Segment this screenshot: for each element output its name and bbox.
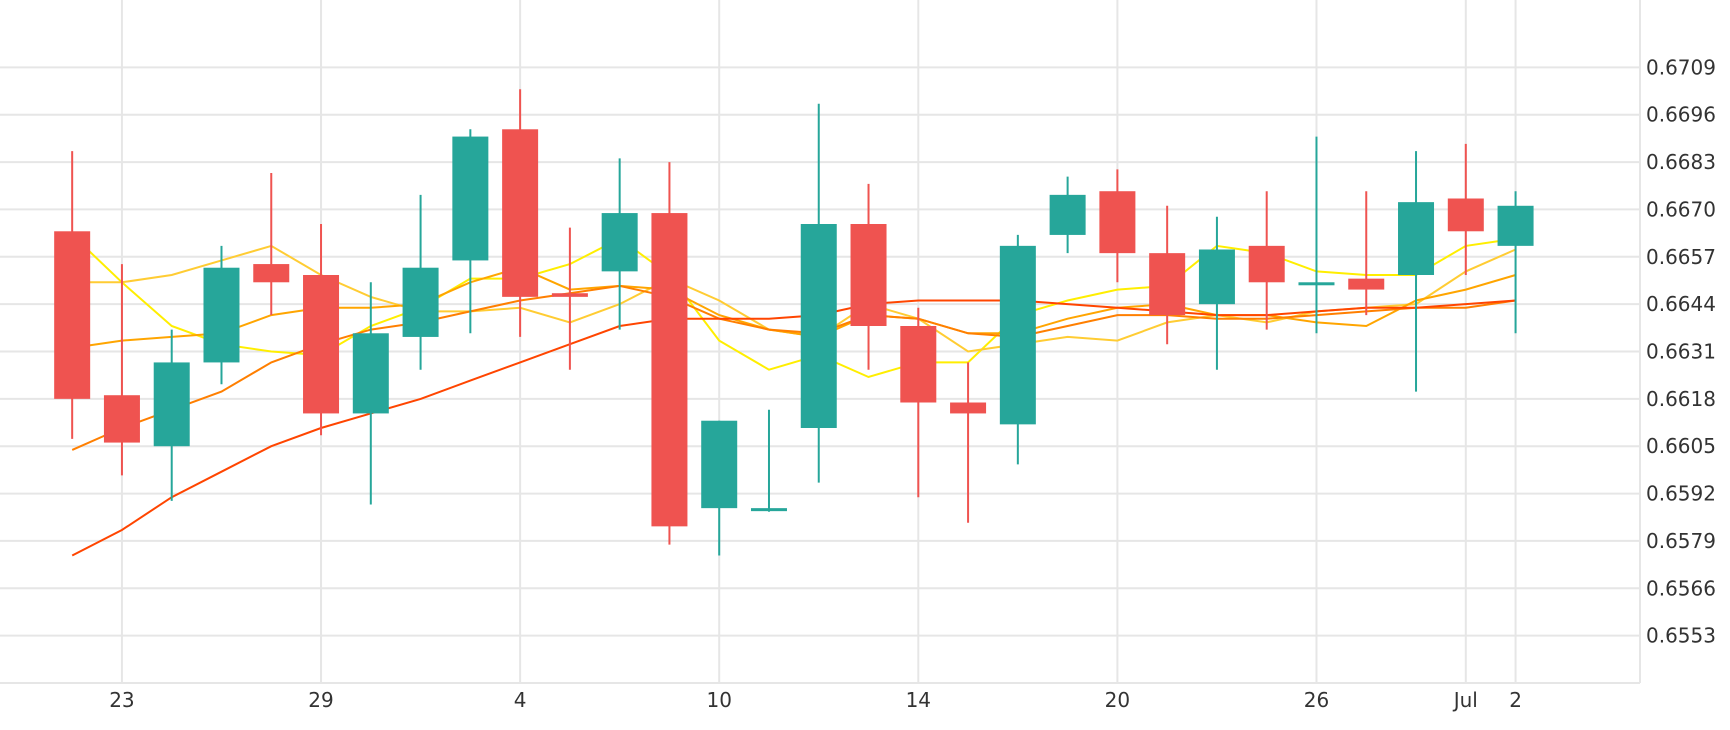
candle-up [153, 329, 190, 501]
y-tick-label: 0.6553 [1646, 624, 1716, 648]
candle-body [900, 326, 937, 403]
candle-body [1447, 198, 1484, 232]
candle-body [701, 420, 738, 509]
candle-down [253, 173, 290, 316]
candle-body [1248, 245, 1285, 283]
candle-down [1447, 143, 1484, 275]
candle-up [402, 194, 439, 370]
candle-down [900, 307, 937, 498]
y-tick-label: 0.6592 [1646, 482, 1716, 506]
candle-down [651, 162, 688, 545]
y-tick-label: 0.6618 [1646, 387, 1716, 411]
candle-body [402, 267, 439, 337]
candle-body [153, 362, 190, 447]
candle-body [1398, 202, 1435, 275]
candle-body [1198, 249, 1235, 305]
x-axis-tick-labels: 23 29 4 10 14 20 26 Jul 2 [109, 688, 1522, 712]
y-tick-label: 0.6566 [1646, 576, 1716, 600]
candle-up [999, 234, 1036, 465]
moving-average-line [71, 284, 1516, 451]
candle-down [502, 89, 539, 337]
candle-body [1099, 191, 1136, 254]
candle-body [203, 267, 240, 363]
y-tick-label: 0.6696 [1646, 103, 1716, 127]
candle-body [502, 129, 539, 297]
moving-average-line [72, 244, 1517, 353]
moving-average-line [71, 299, 1516, 557]
y-tick-label: 0.6657 [1646, 245, 1716, 269]
candle-up [1398, 151, 1435, 392]
candle-body [54, 231, 91, 399]
candle-down [1099, 169, 1136, 283]
x-tick-label: 29 [308, 688, 333, 712]
candle-down [303, 224, 340, 436]
candle-body [551, 293, 588, 297]
candle-down [551, 227, 588, 370]
candle-body [651, 213, 688, 527]
candle-up [1198, 216, 1235, 370]
candle-body [950, 402, 987, 414]
candle-down [1149, 205, 1186, 345]
candle-body [253, 264, 290, 283]
candle-body [800, 224, 837, 428]
candle-up [800, 103, 837, 483]
candle-body [999, 245, 1036, 425]
candle-down [54, 151, 91, 439]
candle-down [103, 264, 140, 476]
x-tick-label: 14 [906, 688, 931, 712]
candle-body [1149, 253, 1186, 316]
candle-up [452, 129, 489, 334]
candle-up [750, 409, 787, 512]
candle-up [1049, 176, 1086, 254]
candle-body [103, 395, 140, 443]
candle-body [452, 136, 489, 261]
candle-up [601, 158, 638, 330]
x-tick-label: Jul [1452, 688, 1478, 712]
y-tick-label: 0.6683 [1646, 150, 1716, 174]
x-tick-label: 4 [514, 688, 527, 712]
candle-up [1497, 191, 1534, 334]
y-tick-label: 0.6605 [1646, 434, 1716, 458]
candle-body [1298, 282, 1335, 286]
y-tick-label: 0.6709 [1646, 55, 1716, 79]
y-axis-tick-labels: 0.6709 0.6696 0.6683 0.6670 0.6657 0.6644 0.66… [1646, 55, 1716, 647]
candle-down [1348, 191, 1385, 316]
candle-body [1497, 205, 1534, 246]
y-tick-label: 0.6644 [1646, 292, 1716, 316]
y-tick-label: 0.6579 [1646, 529, 1716, 553]
x-tick-label: 20 [1105, 688, 1130, 712]
candle-down [850, 183, 887, 370]
candle-body [750, 508, 787, 512]
candle-up [203, 245, 240, 385]
candle-body [601, 213, 638, 272]
candle-body [850, 224, 887, 326]
x-tick-label: 23 [109, 688, 134, 712]
candle-body [1049, 194, 1086, 235]
candle-down [950, 362, 987, 523]
candles [54, 89, 1534, 556]
candle-body [303, 275, 340, 414]
x-tick-label: 26 [1304, 688, 1329, 712]
candle-up [701, 420, 738, 556]
candle-down [1248, 191, 1285, 330]
x-tick-label: 2 [1509, 688, 1522, 712]
candle-body [352, 333, 389, 414]
candle-up [352, 282, 389, 505]
x-tick-label: 10 [706, 688, 731, 712]
candle-body [1348, 278, 1385, 290]
candle-up [1298, 136, 1335, 334]
y-tick-label: 0.6670 [1646, 197, 1716, 221]
y-tick-label: 0.6631 [1646, 340, 1716, 364]
